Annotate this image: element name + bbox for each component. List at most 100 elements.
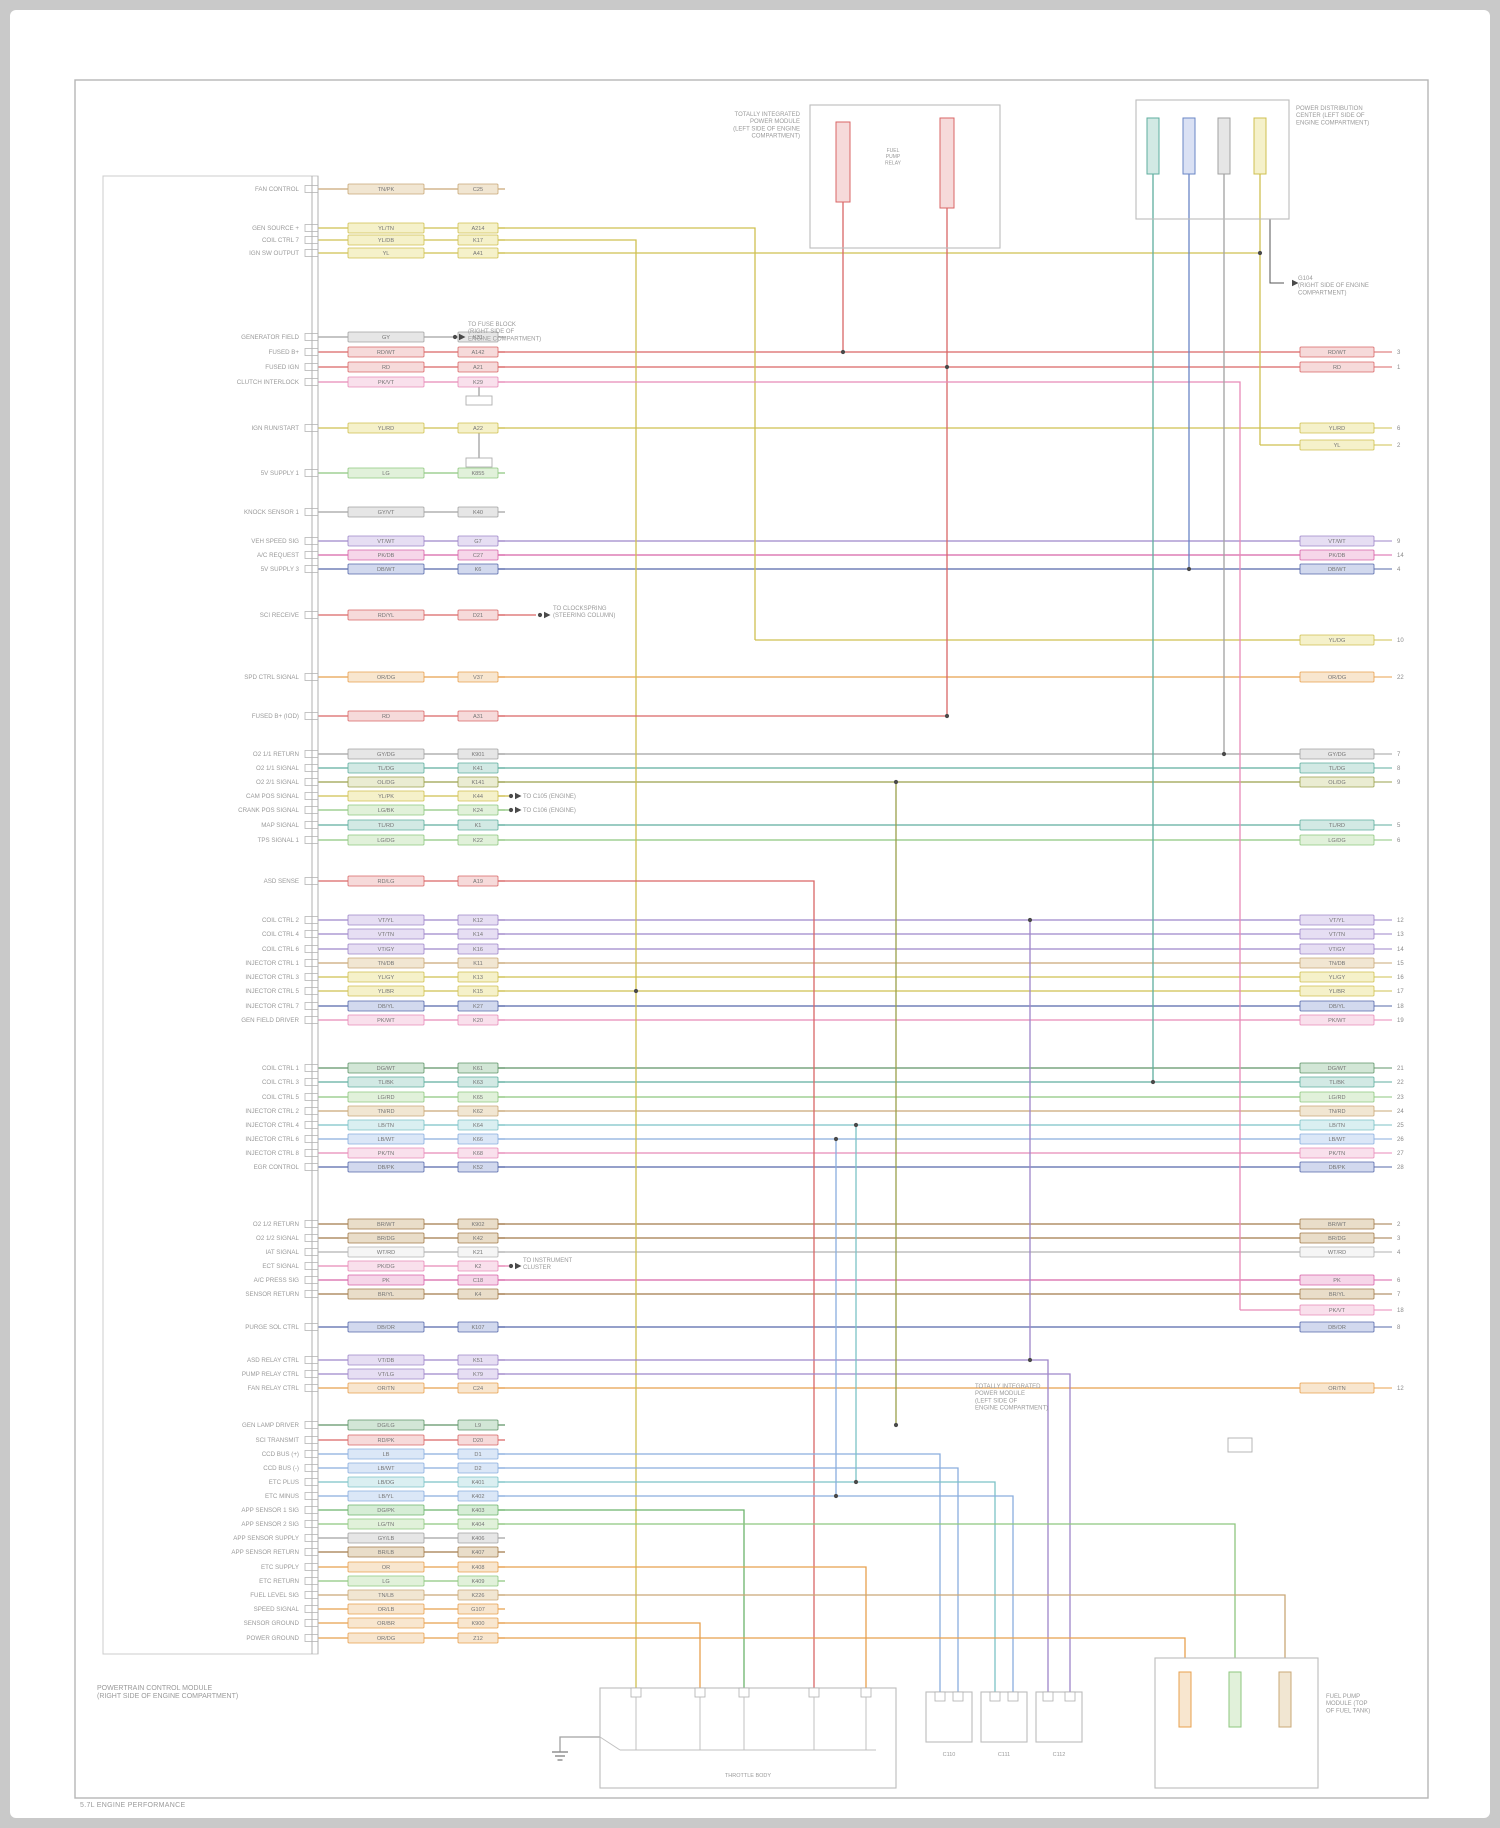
annotation-text: C112 <box>1053 1752 1066 1758</box>
circuit-code-box <box>457 1321 499 1333</box>
circuit-code-box <box>457 1546 499 1558</box>
wire-code-text: OR <box>382 1565 390 1571</box>
circuit-code-box <box>457 563 499 575</box>
pin-label: SENSOR RETURN <box>245 1291 299 1298</box>
terminal-number: 27 <box>1397 1151 1404 1157</box>
wire-code-box <box>347 748 425 760</box>
circuit-code-box <box>457 247 499 259</box>
circuit-code-text: K408 <box>471 1565 484 1571</box>
circuit-code-box <box>457 1246 499 1258</box>
right-terminal-box <box>1299 985 1375 997</box>
wire-code-text: LG <box>382 471 389 477</box>
routed-wire <box>498 1453 941 1692</box>
circuit-code-text: G7 <box>474 539 481 545</box>
joint-connector-2-pin <box>1007 1691 1019 1702</box>
pin-label: APP SENSOR 1 SIG <box>241 1507 299 1514</box>
terminal-number: 21 <box>1397 1066 1404 1072</box>
right-terminal-box <box>1299 535 1375 547</box>
circuit-code-text: K52 <box>473 1165 483 1171</box>
wire-code-box <box>347 1288 425 1300</box>
right-terminal-code: RD <box>1333 365 1341 371</box>
circuit-code-text: K51 <box>473 1358 483 1364</box>
right-terminal-box <box>1299 834 1375 846</box>
wire-code-box <box>347 1575 425 1587</box>
fuel-pump-module-box-element <box>1178 1671 1192 1728</box>
power-distribution-box-element <box>1217 117 1231 175</box>
wire-code-text: RD/LG <box>377 879 394 885</box>
inline-component-symbol <box>465 457 493 468</box>
circuit-code-text: K79 <box>473 1372 483 1378</box>
circuit-code-text: K66 <box>473 1137 483 1143</box>
terminal-number: 24 <box>1397 1109 1404 1115</box>
circuit-code-box <box>457 1014 499 1026</box>
direction-arrow-icon <box>1292 279 1299 287</box>
wire-code-box <box>347 819 425 831</box>
wire-code-box <box>347 331 425 343</box>
circuit-code-box <box>457 609 499 621</box>
wire-code-box <box>347 1462 425 1474</box>
pin-label: FUEL LEVEL SIG <box>250 1592 299 1599</box>
circuit-code-box <box>457 1504 499 1516</box>
pin-label: INJECTOR CTRL 3 <box>245 974 299 981</box>
circuit-code-box <box>457 422 499 434</box>
circuit-code-box <box>457 710 499 722</box>
components-layer <box>74 79 1429 1799</box>
wire-code-text: TN/PK <box>378 187 395 193</box>
routed-wire <box>498 381 1241 1310</box>
joint-connector-2 <box>980 1691 1028 1743</box>
inline-component-symbol <box>1227 1437 1253 1453</box>
junction-dot <box>1221 751 1227 757</box>
right-terminal-code: YL/RD <box>1329 426 1345 432</box>
annotation-text: CLUSTER <box>523 1265 552 1271</box>
wire-code-text: PK/DG <box>377 1264 394 1270</box>
circuit-code-text: K62 <box>473 1109 483 1115</box>
wire-code-text: BR/LB <box>378 1550 394 1556</box>
circuit-code-text: K64 <box>473 1123 483 1129</box>
circuit-code-box <box>457 1561 499 1573</box>
circuit-code-box <box>457 819 499 831</box>
circuit-code-box <box>457 943 499 955</box>
wire-code-text: VT/WT <box>377 539 395 545</box>
fuel-pump-module-box-element <box>1228 1671 1242 1728</box>
wire-code-text: PK/WT <box>377 1018 395 1024</box>
joint-connector-2-pin <box>989 1691 1001 1702</box>
circuit-code-box <box>457 928 499 940</box>
right-terminal-code: PK <box>1333 1278 1341 1284</box>
circuit-code-text: K107 <box>471 1325 484 1331</box>
circuit-code-text: G107 <box>471 1607 485 1613</box>
right-terminal-code: GY/DG <box>1328 752 1346 758</box>
wire-code-text: TL/BK <box>378 1080 394 1086</box>
pin-label: INJECTOR CTRL 7 <box>245 1003 299 1010</box>
circuit-code-text: K42 <box>473 1236 483 1242</box>
wire-code-box <box>347 506 425 518</box>
circuit-code-text: V37 <box>473 675 483 681</box>
terminal-number: 18 <box>1397 1004 1404 1010</box>
terminal-number: 2 <box>1397 1222 1401 1228</box>
circuit-code-box <box>457 790 499 802</box>
wire-code-text: LG <box>382 1579 389 1585</box>
terminal-number: 12 <box>1397 1386 1404 1392</box>
pin-label: O2 2/1 SIGNAL <box>256 779 300 786</box>
right-terminal-box <box>1299 957 1375 969</box>
right-terminal-box <box>1299 928 1375 940</box>
pin-label: ETC MINUS <box>265 1493 299 1500</box>
annotation-text: POWER MODULE <box>750 119 800 125</box>
pin-label: ECT SIGNAL <box>262 1263 299 1270</box>
circuit-code-box <box>457 776 499 788</box>
right-terminal-box <box>1299 1288 1375 1300</box>
right-terminal-code: VT/TN <box>1329 932 1345 938</box>
pin-label: SENSOR GROUND <box>244 1620 300 1627</box>
pin-label: SCI RECEIVE <box>260 612 299 619</box>
pin-label: COIL CTRL 2 <box>262 917 300 924</box>
right-terminal-code: DB/YL <box>1329 1004 1345 1010</box>
circuit-code-box <box>457 1161 499 1173</box>
wire-code-text: BR/DG <box>377 1236 395 1242</box>
pin-label: 5V SUPPLY 3 <box>261 566 300 573</box>
throttle-body-box-pin <box>738 1687 750 1698</box>
junction-dot <box>1027 1357 1033 1363</box>
junction-dot <box>1027 917 1033 923</box>
wire-code-text: RD <box>382 365 390 371</box>
right-terminal-code: WT/RD <box>1328 1250 1346 1256</box>
wire-code-box <box>347 1133 425 1145</box>
circuit-code-text: K900 <box>471 1621 484 1627</box>
